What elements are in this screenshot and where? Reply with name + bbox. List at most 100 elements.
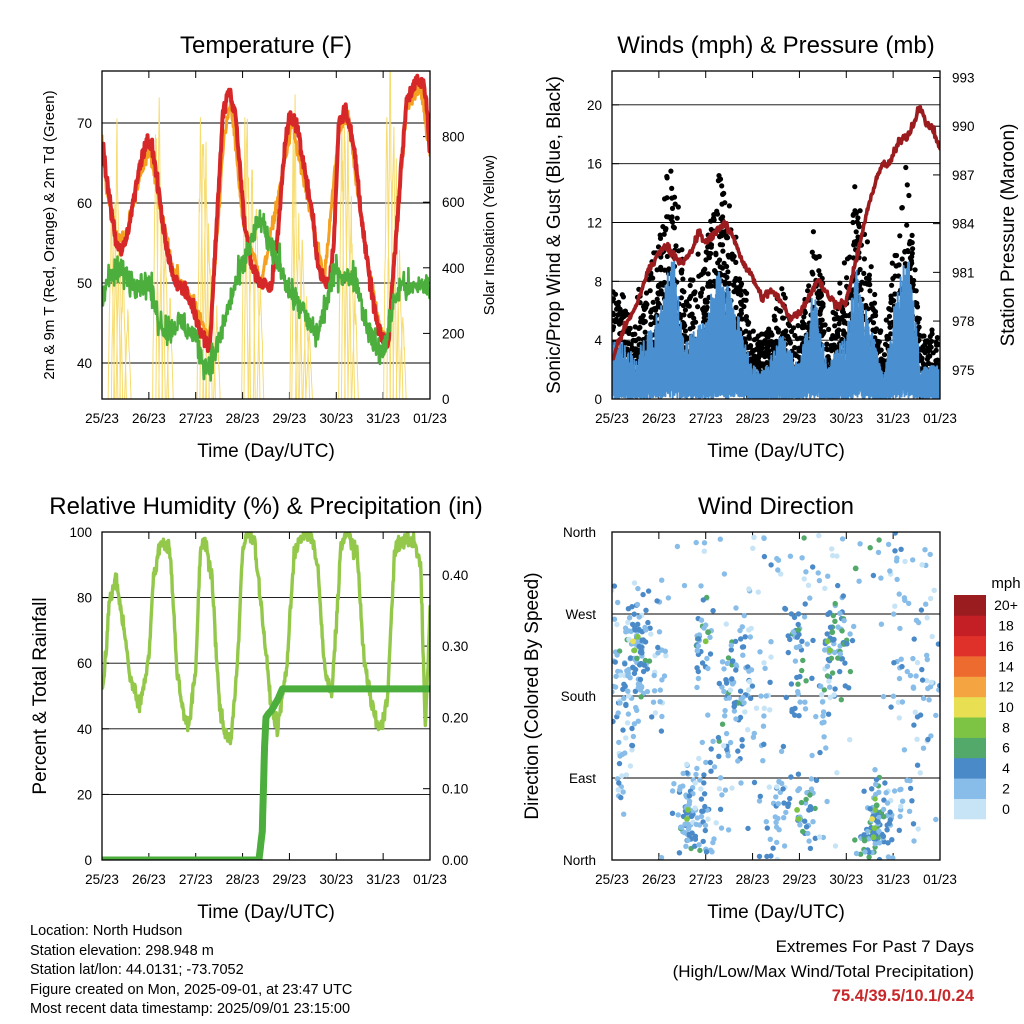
direction-point — [623, 629, 629, 635]
direction-point — [837, 610, 843, 616]
direction-point — [827, 684, 833, 690]
gust-point — [661, 231, 667, 237]
gust-point — [682, 307, 689, 313]
direction-point — [638, 683, 645, 690]
direction-point — [914, 736, 920, 742]
gust-point — [673, 243, 679, 249]
direction-point — [922, 547, 928, 553]
direction-point — [738, 780, 744, 786]
direction-point — [697, 847, 703, 854]
gust-point — [843, 313, 849, 319]
plot-area — [612, 105, 940, 399]
gust-point — [637, 324, 643, 331]
direction-point — [635, 621, 641, 627]
x-tick-label: 28/23 — [226, 872, 260, 887]
direction-point — [674, 543, 681, 550]
gust-point — [893, 263, 899, 269]
direction-point — [798, 799, 805, 806]
gust-point — [633, 350, 639, 356]
direction-point — [783, 809, 789, 816]
gust-point — [904, 222, 910, 228]
gust-point — [700, 286, 706, 292]
direction-point — [739, 644, 746, 650]
gust-point — [892, 252, 898, 259]
direction-point — [761, 741, 767, 747]
direction-point — [927, 595, 934, 602]
gust-point — [723, 235, 730, 241]
gust-point — [670, 224, 677, 230]
direction-point — [763, 693, 769, 699]
direction-point-fast — [702, 638, 709, 645]
direction-point — [715, 734, 722, 741]
direction-point — [872, 767, 878, 773]
direction-point — [918, 607, 925, 613]
gust-point — [805, 288, 811, 294]
direction-point — [827, 610, 833, 616]
gust-point — [726, 203, 733, 209]
x-tick-label: 25/23 — [85, 872, 119, 887]
direction-point — [612, 718, 616, 725]
y-tick-label: 20 — [587, 98, 602, 113]
direction-point — [772, 814, 778, 820]
direction-point — [763, 819, 769, 825]
direction-point — [606, 671, 611, 676]
chart-title: Temperature (F) — [180, 32, 352, 59]
direction-point — [717, 806, 724, 812]
gust-point — [837, 290, 843, 296]
direction-point — [718, 825, 725, 831]
gust-point — [881, 352, 888, 358]
gust-point — [841, 320, 847, 326]
direction-point — [535, 841, 540, 846]
direction-point — [701, 548, 707, 554]
colorbar-swatch — [954, 635, 986, 657]
gust-point — [817, 272, 823, 278]
y2-tick-label: 400 — [442, 261, 465, 276]
gust-point — [921, 333, 927, 339]
gust-point — [744, 317, 750, 323]
direction-point — [732, 638, 739, 645]
direction-point — [600, 587, 605, 592]
direction-point — [761, 535, 767, 541]
direction-point — [683, 843, 689, 849]
gust-point — [649, 307, 655, 313]
direction-point — [696, 842, 702, 848]
direction-point — [701, 791, 708, 797]
gust-point — [888, 331, 894, 337]
direction-point — [707, 651, 714, 657]
direction-point — [620, 789, 626, 795]
y2-tick-label: 600 — [442, 195, 465, 210]
gust-point — [844, 275, 850, 281]
direction-point — [880, 806, 887, 813]
direction-point — [685, 837, 691, 844]
colorbar-swatch — [954, 615, 986, 637]
gust-point — [714, 208, 720, 214]
direction-point — [766, 784, 772, 790]
gust-point — [868, 264, 874, 270]
gust-point — [775, 329, 782, 335]
colorbar-swatch — [954, 798, 986, 820]
direction-point — [756, 798, 763, 804]
x-axis-label: Time (Day/UTC) — [197, 902, 335, 923]
gust-point — [842, 331, 848, 337]
gust-point — [861, 270, 867, 276]
direction-point — [913, 673, 919, 679]
direction-point — [652, 710, 659, 716]
direction-point — [773, 824, 780, 830]
gust-point — [687, 282, 693, 289]
direction-point — [808, 806, 814, 813]
direction-point — [894, 576, 900, 583]
direction-point — [911, 722, 917, 728]
x-tick-label: 30/23 — [319, 872, 353, 887]
direction-point — [942, 712, 947, 717]
solar-spike — [155, 97, 163, 399]
direction-point — [803, 796, 809, 803]
direction-point — [733, 605, 739, 611]
direction-point — [735, 748, 741, 754]
direction-point — [616, 739, 622, 746]
direction-point — [621, 681, 627, 687]
x-tick-label: 29/23 — [783, 872, 817, 887]
gust-point — [701, 305, 707, 311]
direction-point — [717, 536, 723, 542]
gust-point — [839, 336, 845, 343]
gust-point — [703, 249, 709, 255]
